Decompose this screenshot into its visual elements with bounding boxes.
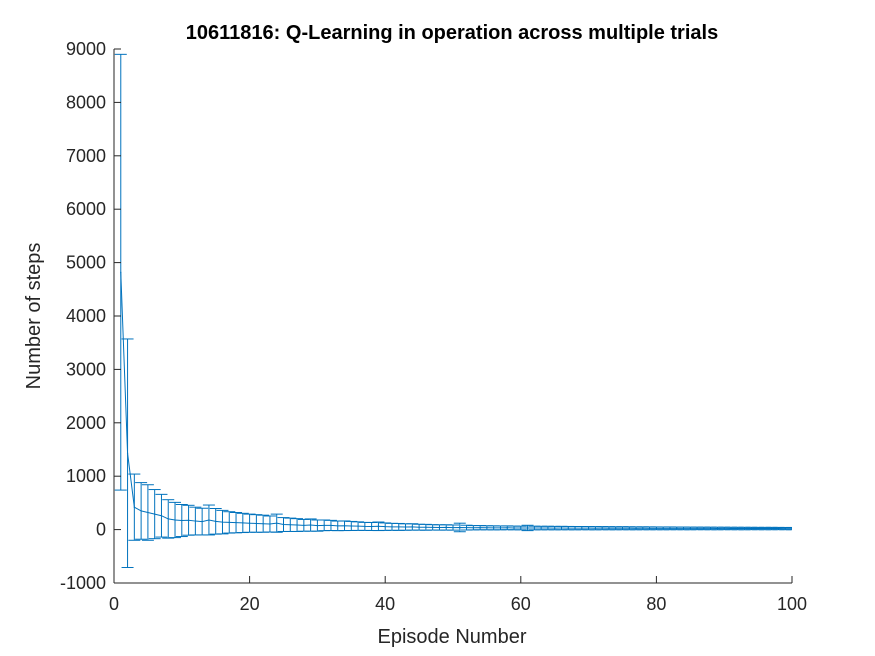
axes: 0 20 40 60 80 100-100001000200030004000500060…: [60, 39, 807, 614]
plot-content: [114, 53, 792, 569]
y-tick-label: 8000: [66, 92, 106, 112]
y-tick-label: 7000: [66, 146, 106, 166]
y-tick-label: 4000: [66, 306, 106, 326]
y-axis-label: Number of steps: [23, 243, 45, 390]
y-tick-label: -1000: [60, 573, 106, 593]
x-tick-label: 40: [375, 594, 395, 614]
x-axis-label: Episode Number: [378, 626, 527, 648]
y-tick-label: 5000: [66, 253, 106, 273]
chart-title: 10611816: Q-Learning in operation across…: [186, 22, 718, 44]
x-tick-label: 80: [646, 594, 666, 614]
x-tick-label: 20: [240, 594, 260, 614]
y-tick-label: 0: [96, 520, 106, 540]
y-tick-label: 3000: [66, 359, 106, 379]
x-tick-label: 0: [109, 594, 119, 614]
series-line: [120, 272, 792, 530]
x-tick-label: 60: [511, 594, 531, 614]
y-tick-label: 9000: [66, 39, 106, 59]
x-tick-label: 100: [777, 594, 807, 614]
y-tick-label: 6000: [66, 199, 106, 219]
y-tick-label: 2000: [66, 413, 106, 433]
plot-area: [114, 53, 792, 569]
y-tick-label: 1000: [66, 466, 106, 486]
